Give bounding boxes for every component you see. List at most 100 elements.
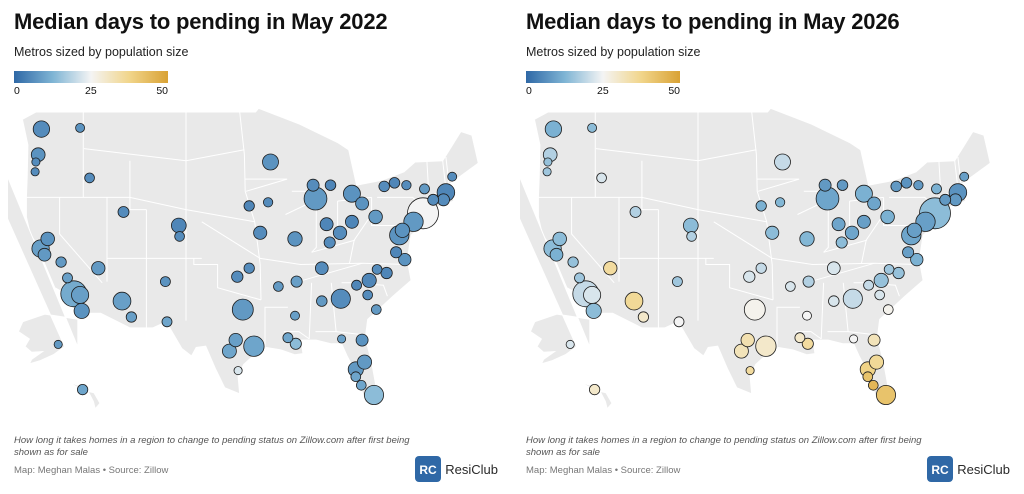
metro-marker [350,371,362,383]
metro-marker [543,157,553,167]
state-border [795,331,822,340]
metro-marker [939,193,952,206]
metro-marker [931,183,942,195]
metro-marker [324,179,337,191]
metro-marker [273,281,284,292]
metro-marker [32,120,51,138]
state-border [938,160,941,189]
metro-marker [755,262,767,274]
metro-marker [427,193,440,206]
metro-marker [351,279,363,291]
resiclub-logo: RC ResiClub [415,456,498,482]
metro-marker [390,246,403,259]
metro-marker [755,200,767,212]
metro-marker [856,214,871,229]
legend-mid-label: 25 [85,85,97,97]
map-title: Median days to pending in May 2022 [14,9,388,34]
metro-marker [913,180,924,191]
metro-marker [574,272,585,284]
state-border [294,262,363,284]
chart-credit: Map: Meghan Malas • Source: Zillow [526,465,681,476]
metro-marker [363,384,384,405]
metro-marker [802,275,815,288]
land-alaska [520,176,591,365]
state-border [308,282,313,339]
metro-marker [368,209,383,225]
metro-marker [282,332,294,344]
metro-marker [880,209,895,225]
metro-marker [785,281,796,292]
metro-marker [125,311,138,323]
state-border [426,160,429,189]
metro-marker [231,270,244,283]
metro-marker [330,288,351,309]
metro-marker [394,222,410,238]
metro-marker [826,261,841,276]
metro-marker [765,225,780,240]
metro-marker [565,339,575,349]
legend-gradient-bar [14,71,168,83]
metro-marker [30,167,40,177]
metro-marker [910,253,924,267]
map-title: Median days to pending in May 2026 [526,9,900,34]
map-subtitle: Metros sized by population size [526,45,701,59]
metro-marker [342,184,361,203]
state-border [59,197,103,284]
metro-marker [253,225,268,240]
state-border [571,197,615,284]
metro-marker [867,333,881,347]
metro-marker [589,383,601,396]
metro-marker [794,332,806,344]
metro-marker [91,261,106,276]
metro-marker [902,246,915,259]
metro-marker [755,335,777,357]
metro-marker [306,178,320,192]
chart-credit: Map: Meghan Malas • Source: Zillow [14,465,169,476]
metro-marker [388,177,401,189]
metro-marker [401,180,412,191]
state-border [705,258,774,301]
metro-marker [849,334,859,344]
metro-marker [263,197,274,208]
metro-marker [844,225,860,240]
metro-marker [159,276,171,288]
metro-marker [287,231,303,247]
us-map-2026 [520,107,991,410]
map-subtitle: Metros sized by population size [14,45,189,59]
metro-marker [55,256,67,268]
metro-marker [567,256,579,268]
metro-marker [836,179,849,191]
metro-marker [835,236,848,249]
metro-marker [228,333,243,348]
state-border [311,201,317,253]
metro-marker [371,264,383,275]
metro-marker [419,183,430,195]
metro-marker [743,298,766,321]
metro-marker [831,217,846,232]
metro-marker [398,253,412,267]
legend-max-label: 50 [668,85,680,97]
state-border [245,178,288,192]
state-border [106,197,202,259]
metro-marker [378,180,390,193]
metro-marker [890,180,902,193]
metro-marker [84,172,95,184]
state-border [618,197,714,259]
metro-marker [587,123,597,133]
metro-marker [867,196,882,211]
metro-marker [233,366,243,376]
metro-marker [77,383,89,396]
metro-marker [37,247,52,262]
legend-gradient-bar [526,71,680,83]
metro-marker [447,171,458,182]
metro-marker [290,275,303,288]
resiclub-logo-icon: RC [927,456,954,482]
land-usa [533,107,991,403]
metro-marker [171,217,187,234]
metro-marker [854,184,873,203]
metro-marker [323,236,336,249]
logo-text: ResiClub [445,461,498,477]
state-border [757,178,800,192]
chart-note: How long it takes homes in a region to c… [14,435,410,458]
metro-marker [355,196,370,211]
